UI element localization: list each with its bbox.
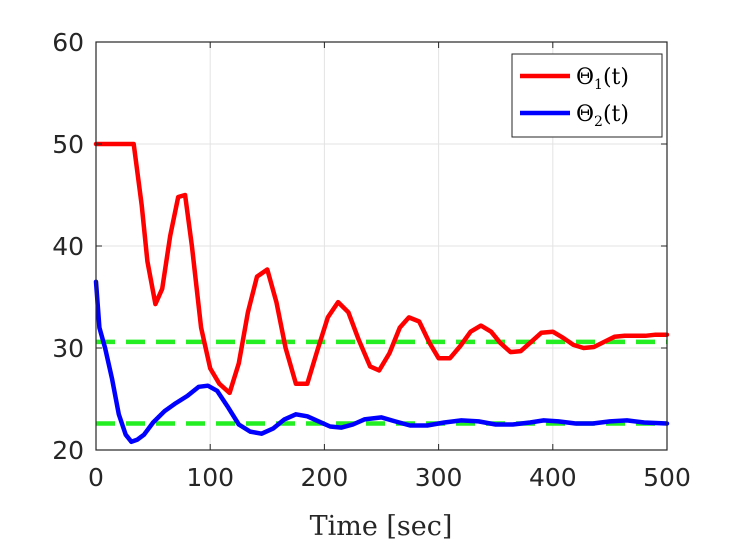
y-tick-label: 60 bbox=[52, 28, 84, 57]
series-line-2 bbox=[93, 279, 670, 445]
x-tick-label: 500 bbox=[643, 463, 691, 492]
y-tick-label: 20 bbox=[52, 436, 84, 465]
axes-frame bbox=[95, 41, 668, 451]
series-lines bbox=[93, 141, 670, 445]
reference-lines bbox=[96, 339, 667, 426]
y-tick-labels: 20 30 40 50 60 bbox=[52, 28, 84, 465]
legend-label: Θ1(t) bbox=[576, 65, 629, 93]
axes-box bbox=[95, 41, 668, 451]
x-tick-labels: 0 100 200 300 400 500 bbox=[88, 463, 691, 492]
x-axis-label: Time [sec] bbox=[310, 511, 453, 542]
series-line-1 bbox=[93, 141, 670, 396]
x-tick-label: 0 bbox=[88, 463, 104, 492]
legend-label: Θ2(t) bbox=[576, 102, 629, 130]
legend: Θ1(t) Θ2(t) bbox=[511, 53, 663, 138]
y-tick-label: 30 bbox=[52, 334, 84, 363]
x-tick-label: 100 bbox=[186, 463, 234, 492]
x-tick-label: 400 bbox=[529, 463, 577, 492]
y-tick-label: 50 bbox=[52, 130, 84, 159]
x-tick-label: 200 bbox=[301, 463, 349, 492]
legend-box bbox=[511, 53, 663, 138]
x-tick-label: 300 bbox=[415, 463, 463, 492]
y-tick-label: 40 bbox=[52, 232, 84, 261]
